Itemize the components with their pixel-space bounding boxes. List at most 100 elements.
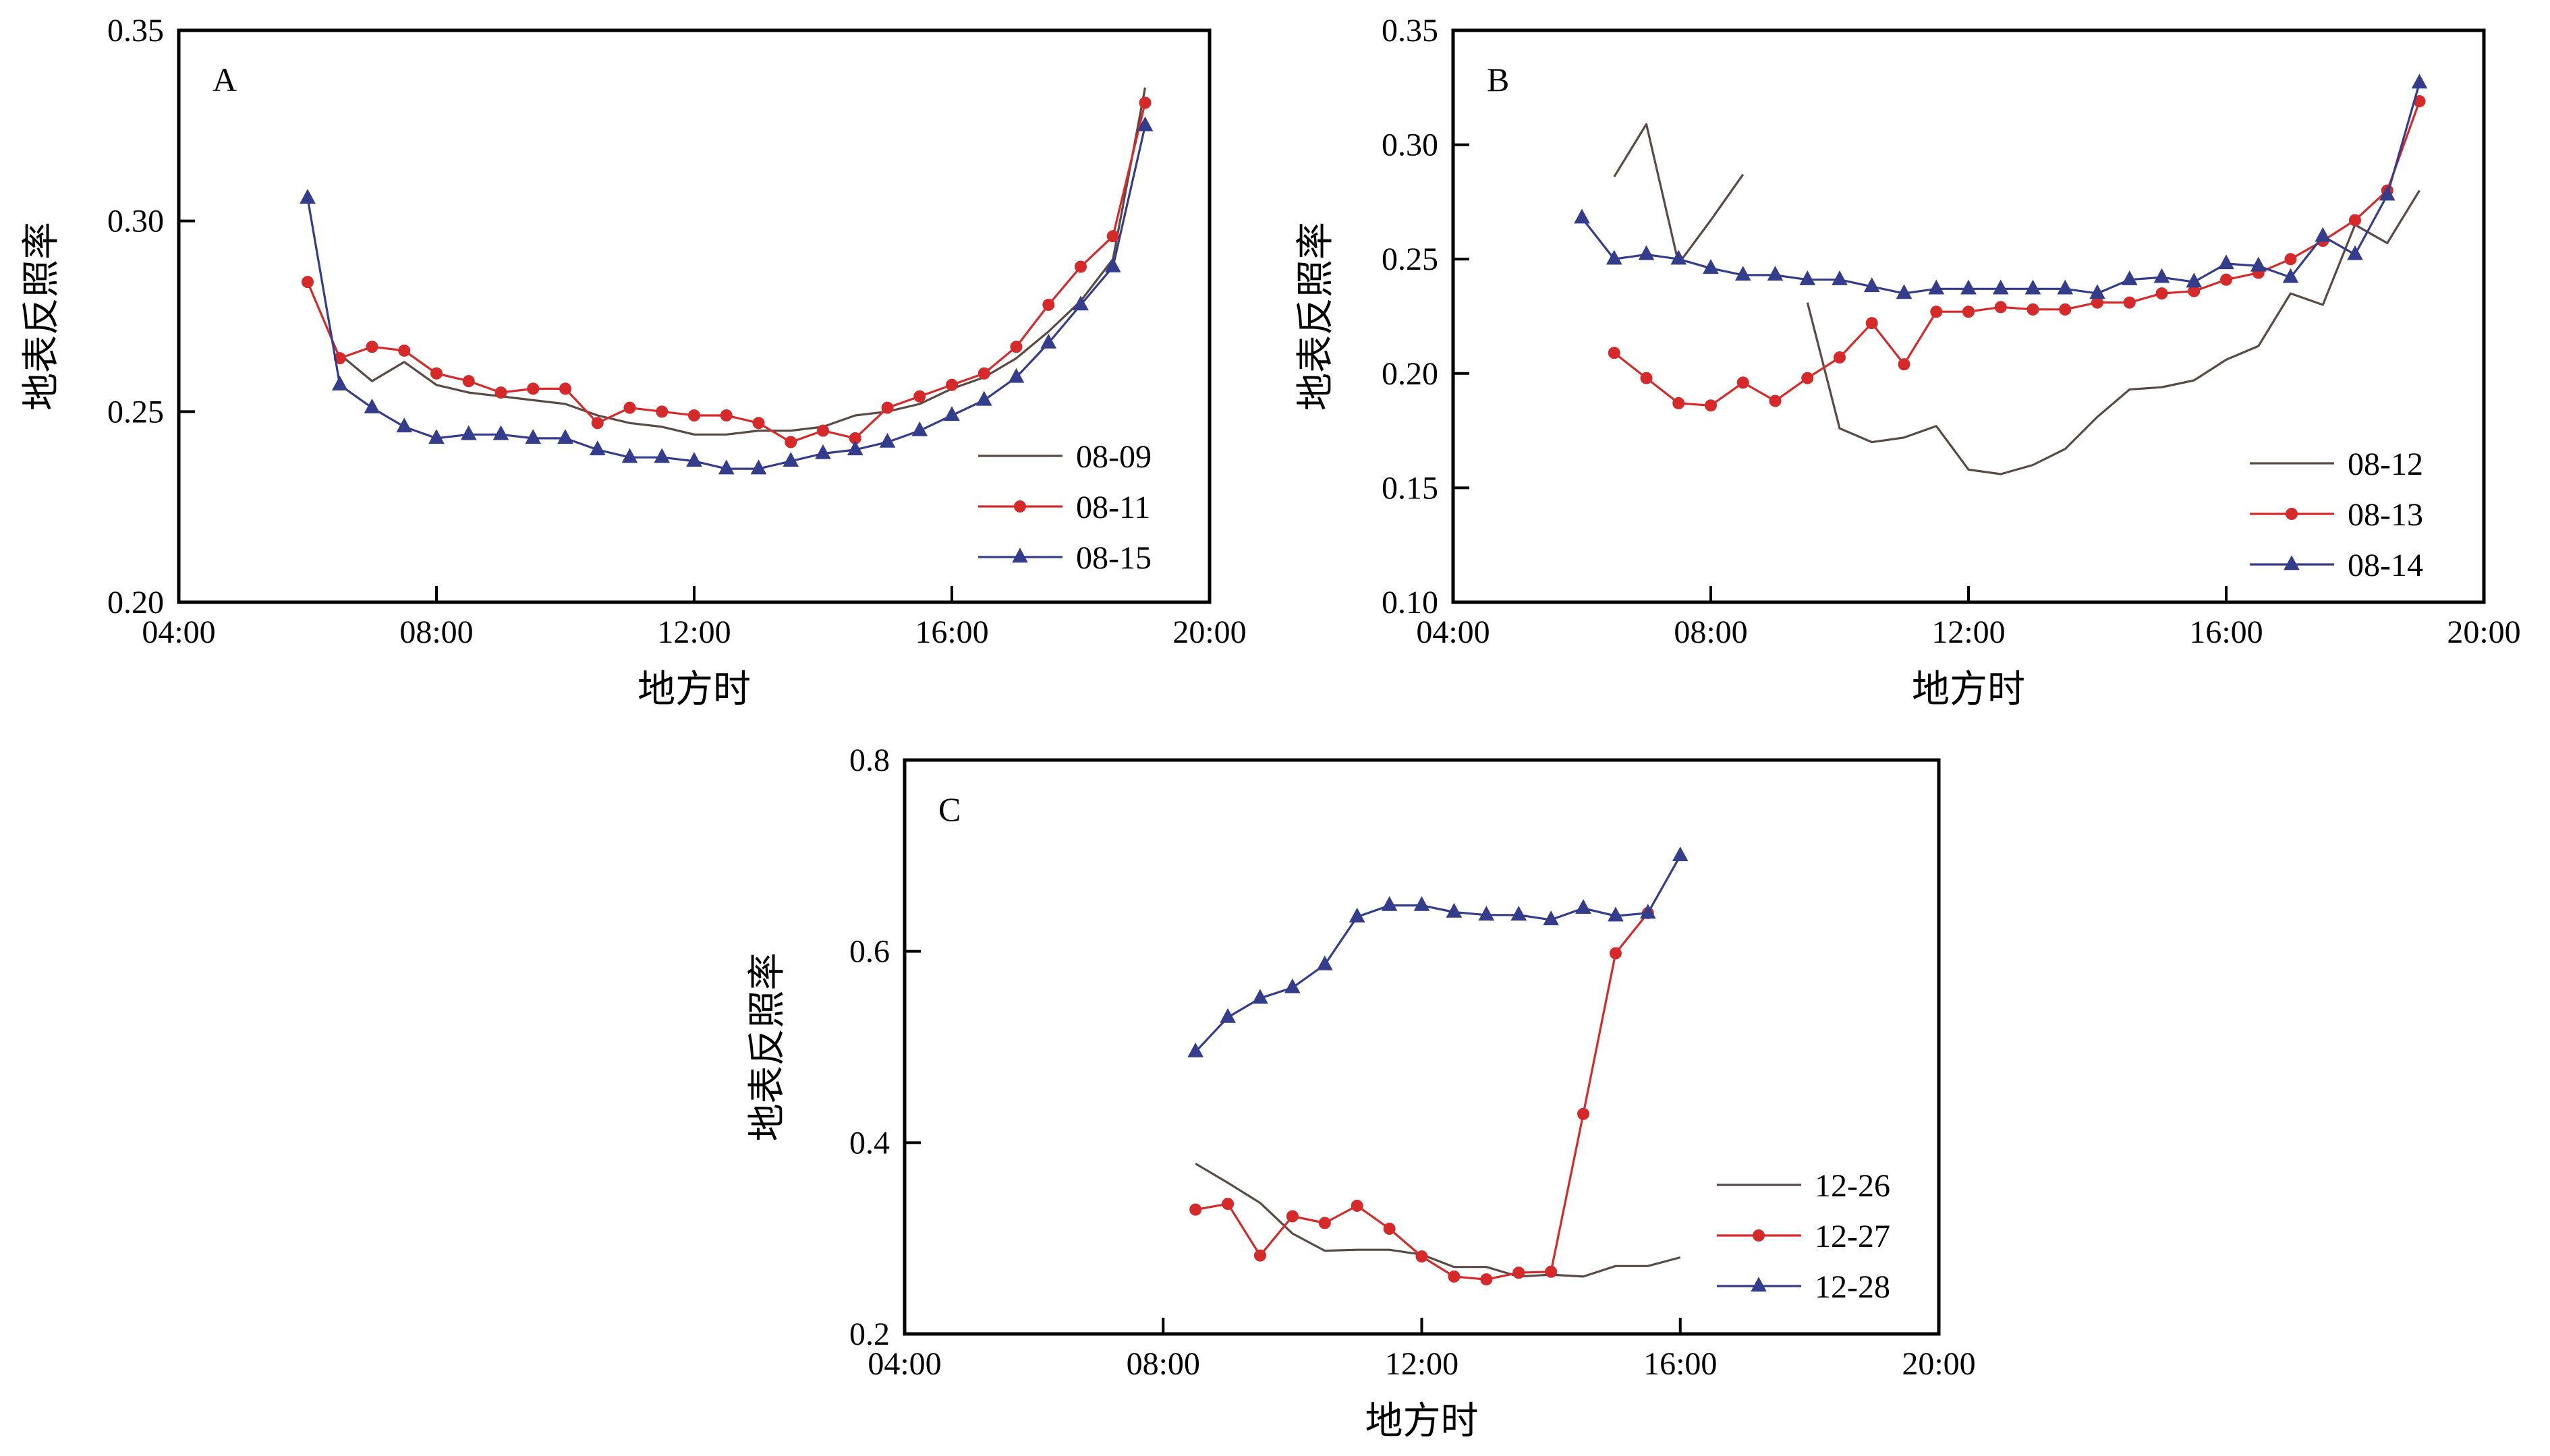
panel-a-series-line [339,87,1147,436]
panel-b-data-point [1608,347,1620,359]
panel-a-legend-label: 08-11 [1076,490,1150,525]
panel-a-data-point [430,367,443,380]
panel-c-y-tick-label: 0.6 [849,934,890,970]
panel-b-x-tick-label: 04:00 [1416,614,1490,650]
panel-b-series-line [1613,100,2421,407]
panel-b-data-point [1896,284,1913,299]
panel-b-data-point [1994,301,2007,314]
panel-a-data-point [1073,295,1089,311]
panel-a-data-point [366,341,378,353]
panel-a-data-point [815,444,831,459]
panel-b-data-point [1672,397,1685,409]
panel-b-data-point [2024,279,2041,295]
panel-c-series-12-26 [1195,1163,1681,1278]
panel-c-legend-marker [1753,1229,1765,1242]
panel-b-data-point [2186,272,2203,288]
panel-c-data-point [1512,1266,1525,1279]
panel-c-x-tick-label: 04:00 [868,1346,941,1382]
panel-b-legend-entry: 08-14 [2250,548,2423,583]
panel-a-data-point [591,417,604,430]
panel-a-y-tick-label: 0.25 [107,394,164,430]
panel-a-data-point [396,417,413,433]
panel-c-x-tick-label: 08:00 [1127,1346,1200,1382]
panel-b-data-point [1769,395,1782,407]
panel-c-series-12-27 [1189,906,1654,1286]
panel-b-data-point [1962,305,1975,318]
panel-a-data-point [847,440,863,456]
panel-c-data-point [1189,1203,1202,1216]
panel-c-x-tick-label: 12:00 [1385,1346,1458,1382]
panel-c-legend-marker [1751,1277,1767,1292]
panel-c-data-point [1640,904,1656,919]
panel-a-x-tick-label: 04:00 [142,614,215,650]
panel-a-data-point [752,417,765,430]
panel-c-plot-frame [903,758,1941,1336]
panel-a-data-point [879,432,896,448]
panel-b-data-point [2220,273,2232,286]
panel-a-series-08-09 [339,87,1147,436]
panel-a-data-point [525,429,542,444]
panel-c-data-point [1415,1250,1428,1263]
panel-b-x-tick-label: 12:00 [1931,614,2005,650]
panel-c-data-point [1349,907,1365,923]
panel-c-data-point [1220,1008,1236,1023]
panel-b-data-point [1703,259,1719,274]
panel-b-data-point [1670,250,1687,265]
panel-a-data-point [364,398,380,413]
panel-a-x-tick-label: 20:00 [1172,614,1246,650]
panel-a-data-point [1008,368,1025,383]
panel-c-data-point [1577,1107,1590,1120]
panel-b-data-point [2123,296,2136,309]
panel-c-series-line [1195,912,1649,1281]
panel-b-data-point [2155,287,2168,300]
panel-b-data-point [1865,317,1878,330]
panel-b-legend-label: 08-14 [2348,548,2423,583]
panel-c-data-point [1318,1217,1331,1229]
panel-b-data-point [2059,303,2072,316]
panel-b-data-point [2250,256,2267,272]
panel-a-data-point [559,382,571,395]
panel-c-data-point [1448,1270,1461,1283]
panel-c-data-point [1284,978,1301,993]
panel-a-series-08-11 [302,96,1152,448]
panel-b-data-point [1930,305,1943,318]
panel-a-data-point [462,375,475,388]
panel-a-legend-label: 08-15 [1076,540,1152,576]
panel-a-series-08-15 [300,116,1154,475]
panel-a-data-point [975,390,992,406]
panel-a-data-point [494,386,507,399]
panel-b-data-point [1606,250,1622,265]
panel-b-data-point [1736,376,1749,389]
panel-b-data-point [2282,268,2299,283]
panel-c-legend-entry: 12-27 [1717,1219,1890,1254]
panel-b-y-axis-label: 地表反照率 [1294,222,1338,411]
panel-a-data-point [750,459,767,475]
panel-b-data-point [1898,358,1910,371]
panel-a-legend-label: 08-09 [1076,439,1152,475]
panel-a-data-point [623,401,636,414]
panel-b-series-08-14 [1574,74,2428,299]
panel-a-x-axis-label: 地方时 [638,668,751,711]
panel-c-data-point [1286,1210,1299,1223]
panel-a-data-point [783,452,799,467]
panel-b-series-line [1613,123,1745,265]
panel-b-x-axis-label: 地方时 [1912,668,2025,711]
panel-b-data-point [1992,279,2009,295]
panel-b-data-point [1574,208,1590,224]
panel-a-letter: A [213,61,237,98]
panel-a-y-tick-label: 0.20 [107,585,164,620]
panel-a-data-point [460,425,477,440]
panel-c-data-point [1478,906,1495,921]
panel-b-y-tick-label: 0.25 [1382,241,1438,277]
panel-a-data-point [557,429,573,444]
panel-b-data-point [2411,74,2428,89]
panel-b-y-tick-label: 0.10 [1382,585,1438,620]
panel-c-data-point [1545,1265,1558,1278]
panel-c-legend-label: 12-28 [1815,1269,1890,1305]
panel-b-x-tick-label: 16:00 [2189,614,2263,650]
panel-b-data-point [2089,284,2105,299]
panel-b-data-point [2027,303,2039,316]
panel-a-data-point [656,405,669,418]
panel-a-data-point [817,424,829,437]
panel-b-data-point [2379,185,2396,201]
